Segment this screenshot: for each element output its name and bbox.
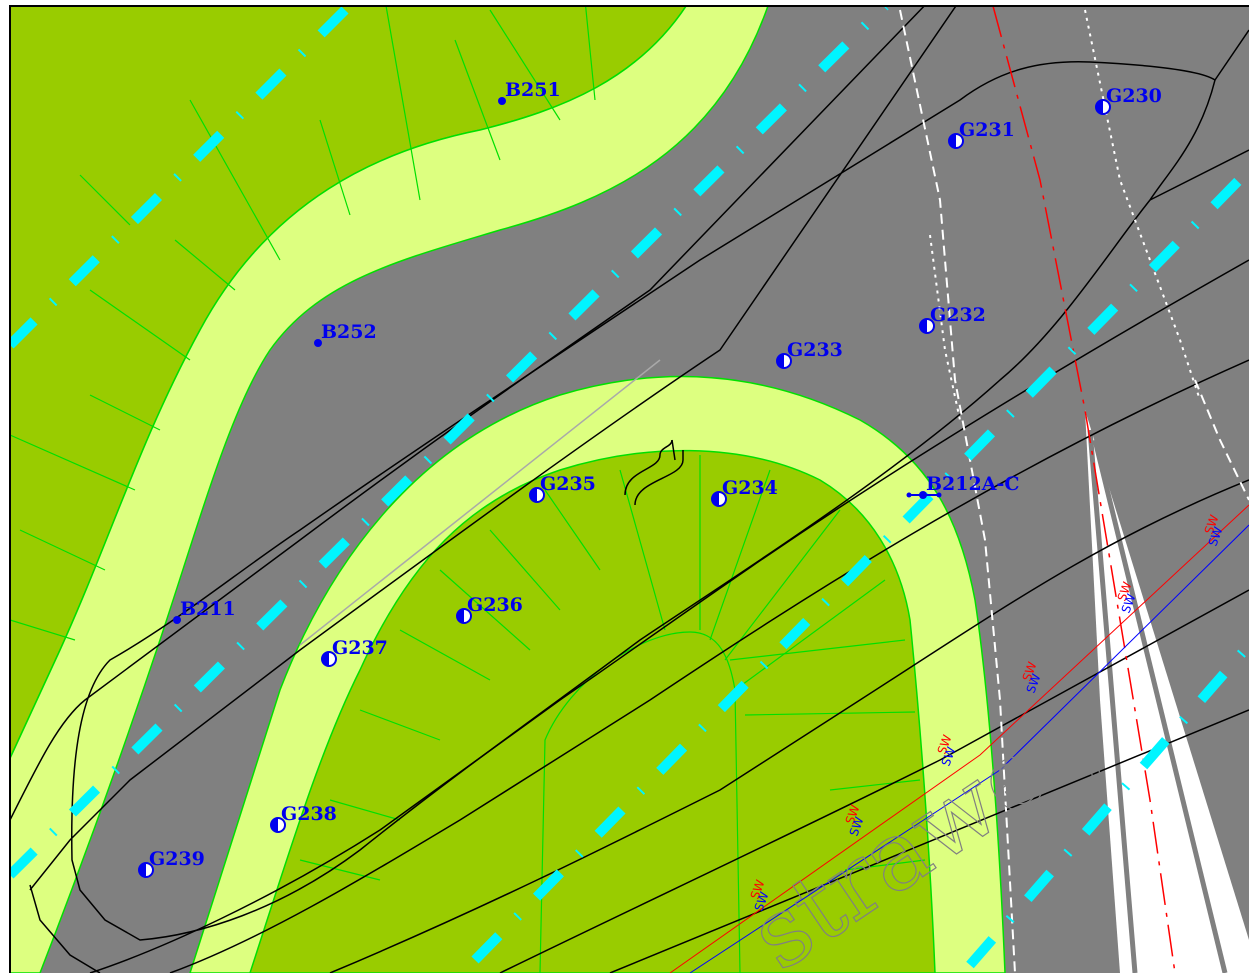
marker-b251: B251 [498, 79, 561, 105]
sewer-label: SW [1202, 513, 1222, 536]
marker-b252: B252 [314, 321, 377, 347]
sewer-lines [669, 504, 1249, 973]
cyan-utility-lines [10, 6, 1249, 969]
lawn-parcel-lines-upper-left [10, 6, 596, 641]
half-filled-marker-icon-fill [271, 818, 278, 832]
sewer-label: SW [939, 745, 959, 768]
half-filled-marker-icon-fill [322, 652, 329, 666]
half-filled-marker-icon-fill [530, 488, 537, 502]
traffic-island [1085, 410, 1249, 973]
marker-label: G235 [540, 473, 596, 495]
marker-label: G239 [149, 848, 205, 870]
sewer-label: SW [847, 815, 867, 838]
half-filled-marker-icon-fill [1096, 100, 1103, 114]
half-filled-marker-icon-fill [777, 354, 784, 368]
sewer-label: SW [1020, 660, 1040, 683]
sewer-label: SW [1115, 580, 1135, 603]
half-filled-marker-icon-fill [457, 609, 464, 623]
sewer-label: SW [1119, 592, 1139, 615]
marker-g230: G230 [1095, 85, 1162, 115]
marker-g232: G232 [919, 304, 986, 334]
sewer-label: SW [843, 803, 863, 826]
borehole-dot-icon [919, 491, 927, 499]
red-centre-line [992, 6, 1176, 973]
borehole-dot-icon [498, 97, 506, 105]
marker-g238: G238 [270, 803, 337, 833]
marker-g236: G236 [456, 594, 523, 624]
marker-label: G231 [959, 119, 1015, 141]
borehole-dot-icon [906, 492, 912, 498]
marker-label: B212A-C [926, 473, 1019, 495]
lawn-parcel-lines-center [299, 455, 926, 973]
marker-g237: G237 [321, 637, 388, 667]
sewer-label: SW [748, 878, 768, 901]
survey-markers: B251 G230 G231 B252 G232 G233 G235 G234 B212A-C B… [138, 79, 1162, 878]
marker-b211: B211 [173, 598, 236, 624]
lane-markings [899, 9, 1249, 973]
borehole-dot-icon [314, 339, 322, 347]
borehole-dot-icon [173, 616, 181, 624]
sewer-label: SW [752, 890, 772, 913]
marker-label: G234 [722, 477, 778, 499]
marker-label: G232 [930, 304, 986, 326]
grey-guide-line [299, 359, 661, 646]
marker-g239: G239 [138, 848, 205, 878]
sewer-label: SW [935, 733, 955, 756]
verge-strip-upper-left [10, 6, 769, 973]
marker-g235: G235 [529, 473, 596, 503]
marker-g233: G233 [776, 339, 843, 369]
marker-label: G238 [281, 803, 337, 825]
marker-label: B211 [180, 598, 236, 620]
marker-label: G233 [787, 339, 843, 361]
map-frame [9, 5, 1249, 973]
sewer-label: SW [1024, 672, 1044, 695]
marker-g231: G231 [948, 119, 1015, 149]
marker-b212a-c: B212A-C [906, 473, 1019, 499]
half-filled-marker-icon-fill [139, 863, 146, 877]
marker-label: B252 [321, 321, 377, 343]
marker-label: G236 [467, 594, 523, 616]
half-filled-marker-icon-fill [920, 319, 927, 333]
marker-label: B251 [505, 79, 561, 101]
half-filled-marker-icon-fill [712, 492, 719, 506]
curb-lines [10, 6, 1249, 973]
island-edge-lines [1087, 429, 1228, 973]
marker-label: G230 [1106, 85, 1162, 107]
marker-label: G237 [332, 637, 388, 659]
marker-g234: G234 [711, 477, 778, 507]
sewer-label: SW [1206, 525, 1226, 548]
borehole-dot-icon [936, 492, 942, 498]
half-filled-marker-icon-fill [949, 134, 956, 148]
